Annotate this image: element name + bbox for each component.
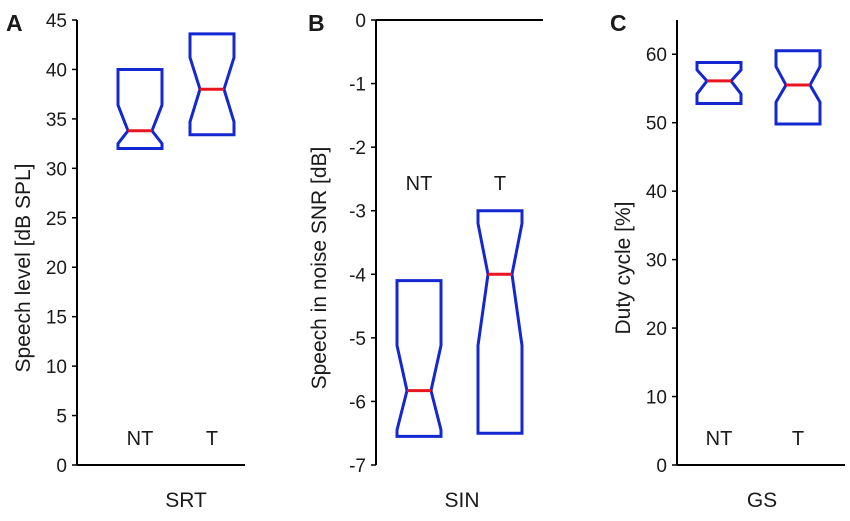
panel-a-y-tick-label: 25 (46, 209, 67, 230)
panel-c-y-tick-label: 60 (646, 45, 667, 66)
panel-b-letter: B (308, 10, 325, 36)
panel-c-boxes: NT T (695, 49, 822, 450)
panel-a-y-axis-title: Speech level [dB SPL] (12, 164, 35, 373)
panel-c-y-tick-label: 50 (646, 114, 667, 135)
panel-a-box-nt (116, 67, 164, 151)
panel-a-y-tick-label: 20 (46, 258, 67, 279)
panel-c-axes: 0 10 20 30 40 50 60 (646, 20, 845, 477)
panel-c-group-label-t: T (792, 428, 804, 450)
panel-b-y-tick-label: -4 (349, 265, 366, 286)
panel-c-group-label-nt: NT (706, 428, 733, 450)
panel-a-y-tick-label: 35 (46, 110, 67, 131)
panel-b-y-tick-label: -5 (349, 329, 366, 350)
panel-a-axes: 0 5 10 15 20 25 30 35 40 45 (46, 11, 245, 477)
panel-b-box-nt (395, 279, 443, 438)
panel-c-letter: C (610, 10, 627, 36)
panel-b-y-tick-label: -7 (349, 456, 366, 477)
panel-a-group-label-nt: NT (127, 428, 154, 450)
panel-a-y-tick-label: 5 (56, 407, 67, 428)
panel-b-group-label-nt: NT (406, 173, 433, 195)
panel-a-y-tick-label: 0 (56, 456, 67, 477)
panel-c-y-tick-label: 40 (646, 182, 667, 203)
panel-a-y-tick-label: 40 (46, 60, 67, 81)
panel-b-axes: 0 -1 -2 -3 -4 -5 -6 -7 (349, 11, 543, 477)
panel-c-box-t (774, 49, 822, 126)
panel-c-y-tick-label: 30 (646, 251, 667, 272)
panel-a-y-tick-label: 45 (46, 11, 67, 32)
panel-c-y-tick-label: 0 (656, 456, 667, 477)
panel-c-gs: C Duty cycle [%] GS 0 10 20 30 40 50 60 NT T (610, 10, 845, 512)
panel-a-y-tick-label: 30 (46, 159, 67, 180)
panel-b-x-axis-label: SIN (444, 489, 479, 512)
panel-b-sin: B Speech in noise SNR [dB] SIN 0 -1 -2 -3 -4… (308, 10, 543, 512)
panel-c-y-tick-label: 10 (646, 388, 667, 409)
panel-a-y-tick-label: 15 (46, 308, 67, 329)
panel-b-boxes: NT T (395, 173, 524, 438)
panel-a-srt: A Speech level [dB SPL] SRT 0 5 10 15 20 25 30… (6, 10, 245, 512)
panel-a-y-tick-label: 10 (46, 357, 67, 378)
panel-a-group-label-t: T (206, 428, 218, 450)
panel-a-boxes: NT T (116, 32, 236, 450)
panel-b-y-tick-label: -1 (349, 75, 366, 96)
panel-b-y-tick-label: 0 (355, 11, 366, 32)
panel-c-y-axis-title: Duty cycle [%] (612, 201, 635, 334)
panel-b-y-axis-title: Speech in noise SNR [dB] (308, 147, 331, 390)
panel-b-box-t (476, 209, 524, 435)
panel-b-y-tick-label: -3 (349, 202, 366, 223)
panel-c-y-tick-label: 20 (646, 319, 667, 340)
panel-a-box-t (188, 32, 236, 137)
panel-b-y-tick-label: -2 (349, 138, 366, 159)
panel-a-x-axis-label: SRT (165, 489, 207, 512)
panel-b-y-tick-label: -6 (349, 392, 366, 413)
panel-c-x-axis-label: GS (747, 489, 777, 512)
panel-c-box-nt (695, 60, 743, 106)
panel-b-group-label-t: T (494, 173, 506, 195)
panel-a-letter: A (6, 10, 23, 36)
